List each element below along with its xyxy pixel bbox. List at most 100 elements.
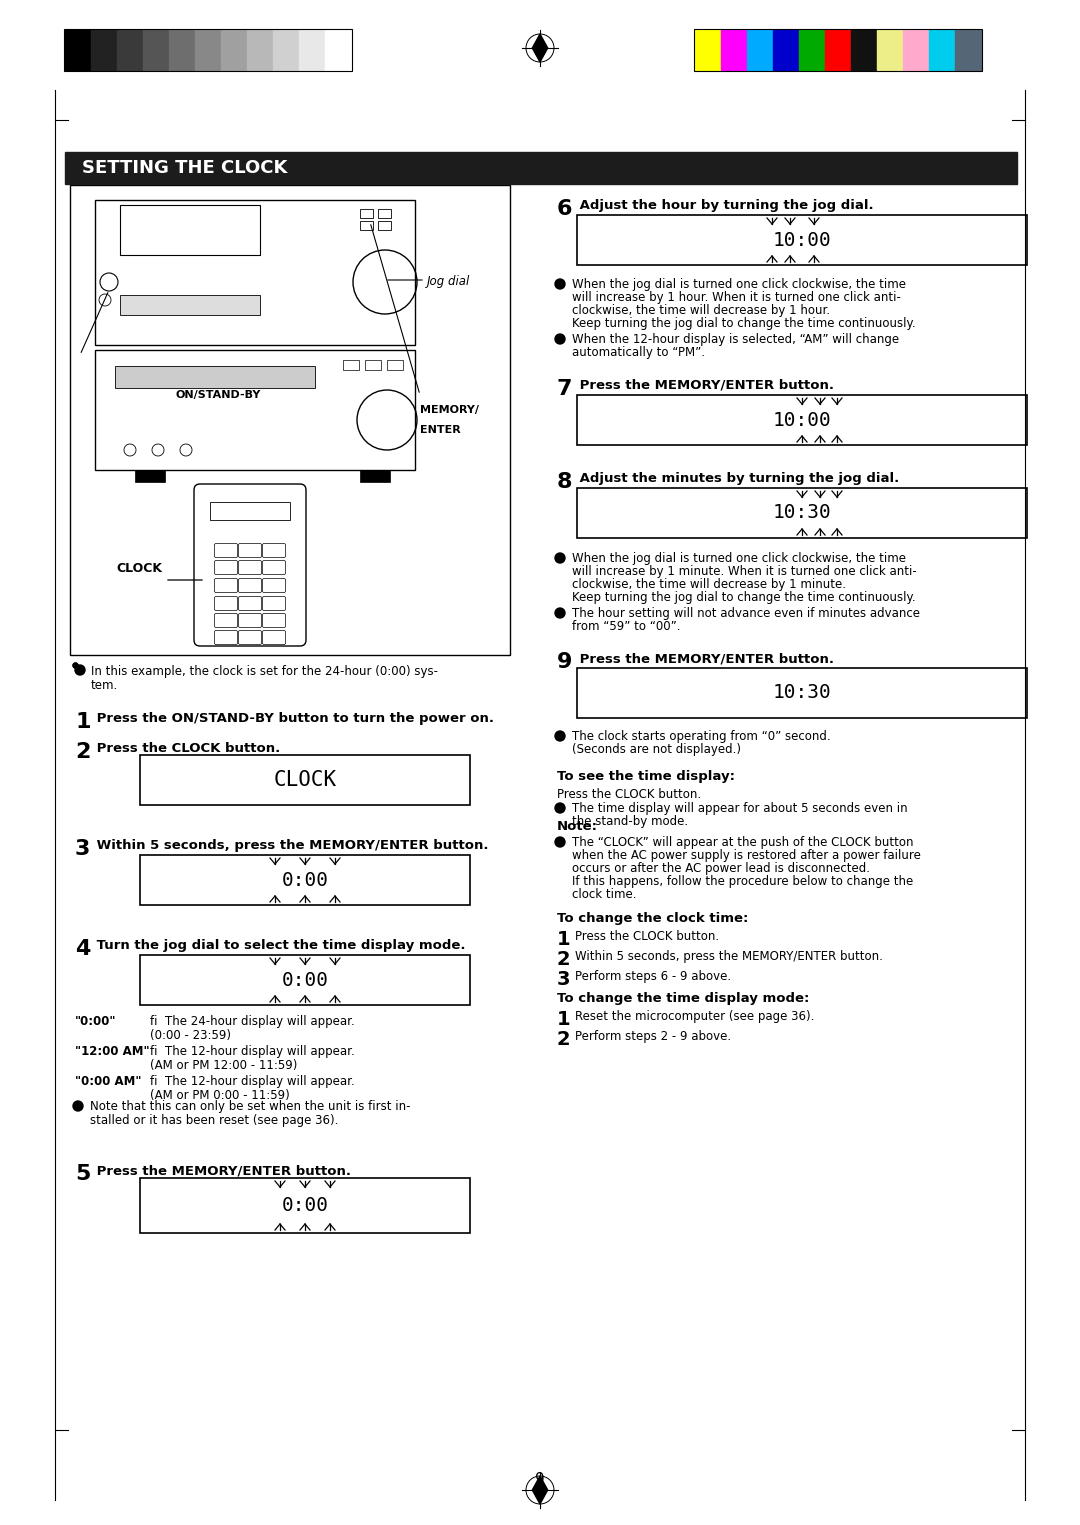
Bar	[91, 30, 117, 70]
Bar	[365, 360, 381, 371]
Text: 8: 8	[557, 473, 572, 493]
Text: when the AC power supply is restored after a power failure: when the AC power supply is restored aft…	[572, 849, 921, 862]
Text: Perform steps 6 - 9 above.: Perform steps 6 - 9 above.	[575, 970, 731, 984]
Circle shape	[555, 554, 565, 563]
Text: 6: 6	[557, 198, 572, 220]
Text: To change the time display mode:: To change the time display mode:	[557, 991, 809, 1005]
Text: 0:00: 0:00	[282, 970, 328, 990]
Text: To change the clock time:: To change the clock time:	[557, 912, 748, 926]
Bar	[877, 30, 903, 70]
Text: (Seconds are not displayed.): (Seconds are not displayed.)	[572, 743, 741, 756]
Bar	[773, 30, 799, 70]
Text: 2: 2	[557, 1029, 570, 1049]
Text: ENTER: ENTER	[420, 425, 461, 435]
Text: 9: 9	[535, 1473, 545, 1487]
Text: "0:00": "0:00"	[75, 1016, 117, 1028]
Bar	[387, 360, 403, 371]
Text: Press the ON/STAND-BY button to turn the power on.: Press the ON/STAND-BY button to turn the…	[92, 712, 494, 724]
Bar	[747, 30, 773, 70]
Text: 0:00: 0:00	[282, 871, 328, 889]
Bar	[929, 30, 955, 70]
Bar	[95, 351, 415, 470]
Text: automatically to “PM”.: automatically to “PM”.	[572, 346, 705, 358]
Text: 10:30: 10:30	[772, 683, 832, 703]
Bar	[577, 395, 1027, 445]
Circle shape	[555, 334, 565, 345]
Bar	[360, 470, 390, 482]
Text: Press the CLOCK button.: Press the CLOCK button.	[575, 930, 719, 942]
Bar	[65, 30, 91, 70]
Text: 5: 5	[75, 1164, 91, 1183]
Text: 7: 7	[557, 380, 572, 400]
Text: 10:00: 10:00	[772, 230, 832, 250]
Circle shape	[75, 665, 85, 676]
Text: fi  The 12-hour display will appear.: fi The 12-hour display will appear.	[150, 1045, 354, 1058]
Polygon shape	[532, 1476, 548, 1504]
Text: "12:00 AM": "12:00 AM"	[75, 1045, 150, 1058]
Bar	[273, 30, 299, 70]
Bar	[65, 152, 1017, 185]
Text: MEMORY/: MEMORY/	[420, 406, 480, 415]
Bar	[721, 30, 747, 70]
Circle shape	[555, 804, 565, 813]
Bar	[577, 668, 1027, 718]
Bar	[325, 30, 351, 70]
Text: will increase by 1 minute. When it is turned one click anti-: will increase by 1 minute. When it is tu…	[572, 564, 917, 578]
Bar	[120, 204, 260, 255]
Text: Adjust the hour by turning the jog dial.: Adjust the hour by turning the jog dial.	[575, 198, 874, 212]
Bar	[577, 215, 1027, 265]
Text: Press the CLOCK button.: Press the CLOCK button.	[557, 788, 701, 801]
Text: Press the MEMORY/ENTER button.: Press the MEMORY/ENTER button.	[575, 653, 834, 665]
Text: fi  The 24-hour display will appear.: fi The 24-hour display will appear.	[150, 1016, 354, 1028]
Bar	[120, 294, 260, 316]
Bar	[143, 30, 168, 70]
Text: 9: 9	[557, 653, 572, 673]
Text: clockwise, the time will decrease by 1 minute.: clockwise, the time will decrease by 1 m…	[572, 578, 846, 592]
Bar	[360, 209, 373, 218]
Text: clockwise, the time will decrease by 1 hour.: clockwise, the time will decrease by 1 h…	[572, 303, 831, 317]
Text: If this happens, follow the procedure below to change the: If this happens, follow the procedure be…	[572, 875, 914, 888]
Text: 2: 2	[75, 743, 91, 762]
Bar	[343, 360, 359, 371]
Text: will increase by 1 hour. When it is turned one click anti-: will increase by 1 hour. When it is turn…	[572, 291, 901, 303]
Bar	[168, 30, 195, 70]
Text: stalled or it has been reset (see page 36).: stalled or it has been reset (see page 3…	[90, 1113, 338, 1127]
Text: Jog dial: Jog dial	[427, 274, 470, 288]
Text: The hour setting will not advance even if minutes advance: The hour setting will not advance even i…	[572, 607, 920, 621]
Text: Keep turning the jog dial to change the time continuously.: Keep turning the jog dial to change the …	[572, 592, 916, 604]
Circle shape	[555, 730, 565, 741]
Polygon shape	[532, 34, 548, 63]
Bar	[799, 30, 825, 70]
Bar	[378, 209, 391, 218]
Bar	[95, 200, 415, 345]
Text: Press the CLOCK button.: Press the CLOCK button.	[92, 743, 280, 755]
Text: SETTING THE CLOCK: SETTING THE CLOCK	[82, 159, 287, 177]
Bar	[825, 30, 851, 70]
Text: Keep turning the jog dial to change the time continuously.: Keep turning the jog dial to change the …	[572, 317, 916, 329]
Text: When the jog dial is turned one click clockwise, the time: When the jog dial is turned one click cl…	[572, 278, 906, 291]
Text: (0:00 - 23:59): (0:00 - 23:59)	[150, 1029, 231, 1042]
Bar	[195, 30, 221, 70]
Text: 3: 3	[75, 839, 91, 859]
Circle shape	[73, 1101, 83, 1112]
Text: The clock starts operating from “0” second.: The clock starts operating from “0” seco…	[572, 730, 831, 743]
Bar	[360, 221, 373, 230]
Text: Adjust the minutes by turning the jog dial.: Adjust the minutes by turning the jog di…	[575, 473, 900, 485]
Text: from “59” to “00”.: from “59” to “00”.	[572, 621, 680, 633]
Circle shape	[555, 608, 565, 618]
Bar	[135, 470, 165, 482]
Text: Press the MEMORY/ENTER button.: Press the MEMORY/ENTER button.	[92, 1164, 351, 1177]
Text: The “CLOCK” will appear at the push of the CLOCK button: The “CLOCK” will appear at the push of t…	[572, 836, 914, 849]
Text: Reset the microcomputer (see page 36).: Reset the microcomputer (see page 36).	[575, 1010, 814, 1023]
Bar	[696, 30, 721, 70]
Text: CLOCK: CLOCK	[273, 770, 337, 790]
Text: 4: 4	[75, 939, 91, 959]
Text: tem.: tem.	[91, 679, 118, 692]
Bar	[378, 221, 391, 230]
Text: 10:00: 10:00	[772, 410, 832, 430]
Bar	[299, 30, 325, 70]
Bar	[140, 955, 470, 1005]
Text: Press the MEMORY/ENTER button.: Press the MEMORY/ENTER button.	[575, 380, 834, 392]
Text: clock time.: clock time.	[572, 888, 636, 901]
Text: the stand-by mode.: the stand-by mode.	[572, 814, 688, 828]
